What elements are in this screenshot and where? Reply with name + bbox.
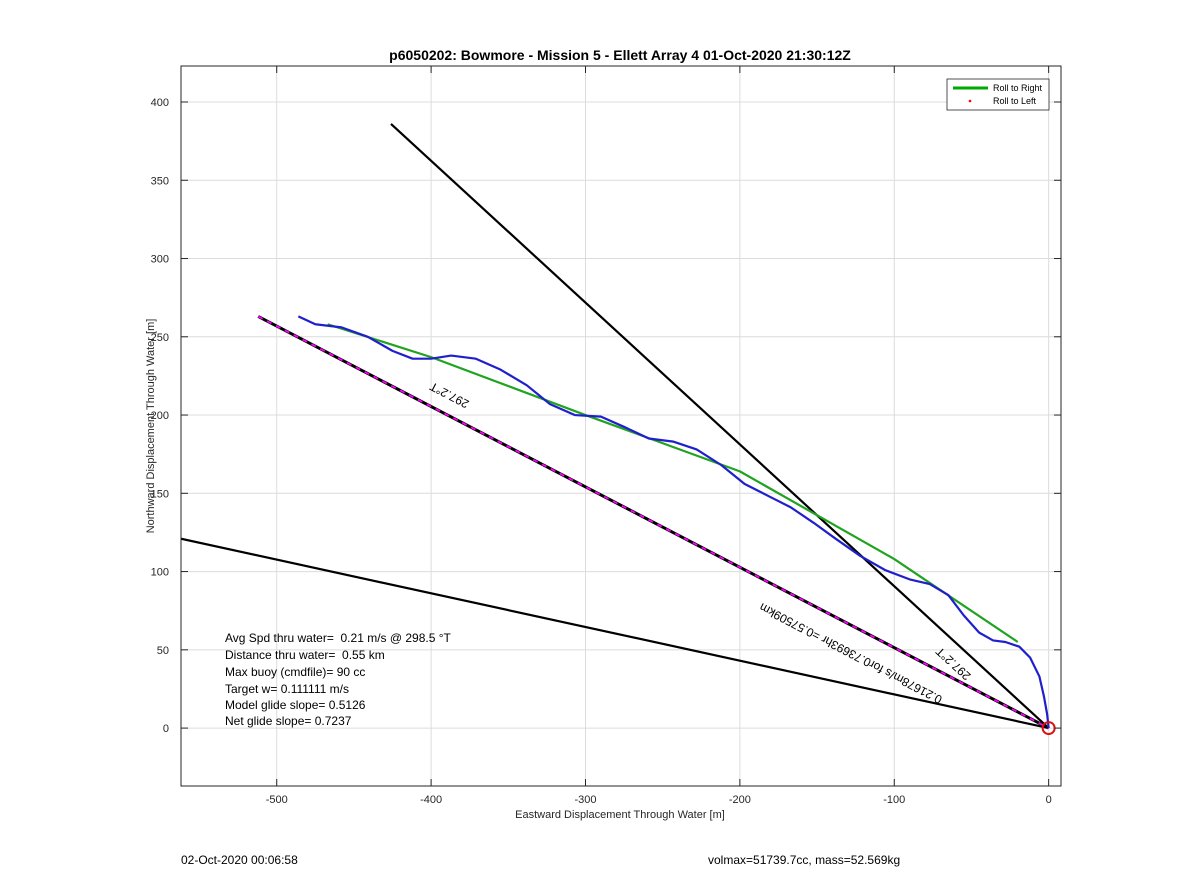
y-tick-label: 100 <box>151 567 169 579</box>
ticks: -500 -400 -300 -200 -100 0 0 50 100 150 200 250 300 3… <box>151 66 1061 806</box>
depth-average-current-line <box>390 123 1050 729</box>
x-tick-label: 0 <box>1046 794 1052 806</box>
y-tick-label: 0 <box>163 723 169 735</box>
x-axis-label: Eastward Displacement Through Water [m] <box>515 809 725 821</box>
annotation-avg-speed: Avg Spd thru water= 0.21 m/s @ 298.5 °T <box>225 631 452 645</box>
legend-box <box>946 78 1050 111</box>
y-tick-label: 250 <box>151 332 169 344</box>
y-tick-label: 150 <box>151 488 169 500</box>
x-tick-label: -100 <box>883 794 905 806</box>
x-tick-label: -400 <box>420 794 442 806</box>
axes-box <box>180 65 1062 787</box>
y-tick-label: 50 <box>157 645 169 657</box>
x-tick-label: -500 <box>266 794 288 806</box>
annotation-distance: Distance thru water= 0.55 km <box>225 648 385 662</box>
footer-volmax-mass: volmax=51739.7cc, mass=52.569kg <box>708 853 901 867</box>
glider-track <box>297 315 1050 729</box>
annotation-net-glide-slope: Net glide slope= 0.7237 <box>225 714 352 728</box>
net-displacement-line-dash <box>257 315 1050 729</box>
plot-area <box>181 123 1056 736</box>
heading-reference-line <box>181 537 1049 730</box>
stats-annotations: Avg Spd thru water= 0.21 m/s @ 298.5 °T … <box>225 631 452 728</box>
legend-label-roll-right: Roll to Right <box>993 83 1043 93</box>
roll-right-track <box>327 323 1019 643</box>
annotation-target-w: Target w= 0.111111 m/s <box>225 682 349 696</box>
annotation-model-glide-slope: Model glide slope= 0.5126 <box>225 698 366 712</box>
x-tick-label: -300 <box>574 794 596 806</box>
y-axis-label: Northward Displacement Through Water [m] <box>145 319 157 534</box>
legend: Roll to Right Roll to Left <box>946 78 1050 111</box>
x-tick-label: -200 <box>729 794 751 806</box>
chart-title: p6050202: Bowmore - Mission 5 - Ellett A… <box>389 47 851 63</box>
legend-swatch-roll-left <box>968 99 972 103</box>
y-tick-label: 350 <box>151 175 169 187</box>
y-tick-label: 200 <box>151 410 169 422</box>
annotation-max-buoy: Max buoy (cmdfile)= 90 cc <box>225 665 365 679</box>
y-tick-label: 400 <box>151 97 169 109</box>
legend-label-roll-left: Roll to Left <box>993 96 1037 106</box>
footer-timestamp: 02-Oct-2020 00:06:58 <box>181 853 298 867</box>
y-tick-label: 300 <box>151 254 169 266</box>
